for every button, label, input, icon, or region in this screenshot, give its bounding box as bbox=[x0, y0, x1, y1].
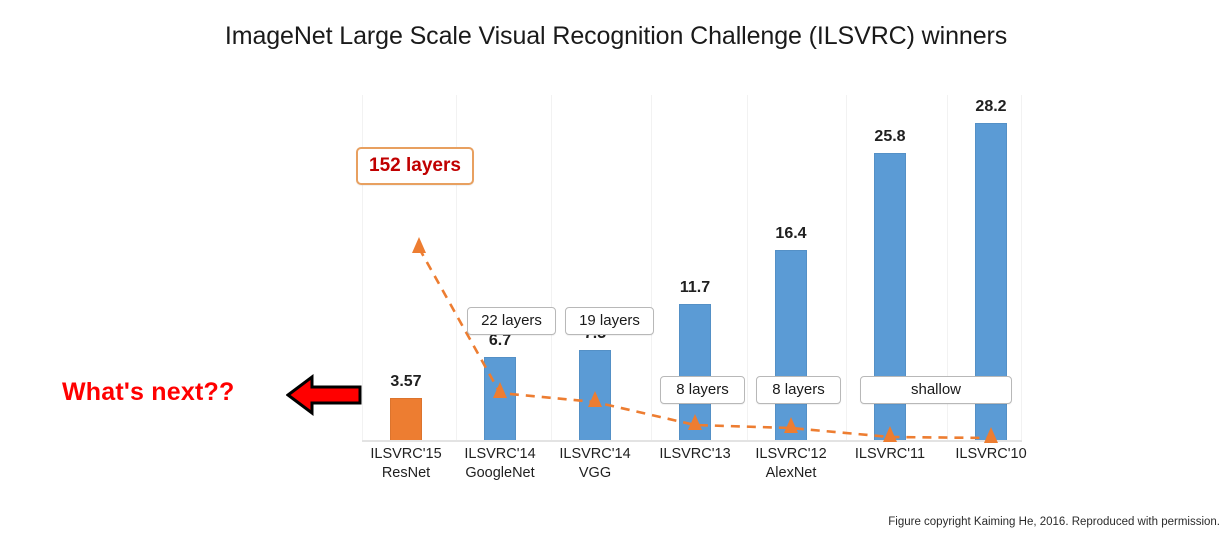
x-tick-line2: GoogleNet bbox=[465, 465, 535, 481]
bar-value-label: 3.57 bbox=[390, 373, 422, 390]
x-tick-label-4: ILSVRC'12 AlexNet bbox=[736, 445, 846, 483]
bar-value-label: 16.4 bbox=[775, 225, 807, 242]
page-title: ImageNet Large Scale Visual Recognition … bbox=[224, 22, 1008, 50]
x-tick-line1: ILSVRC'11 bbox=[854, 446, 926, 462]
x-tick-line1: ILSVRC'15 bbox=[370, 446, 442, 462]
x-axis-labels: ILSVRC'15 ResNet ILSVRC'14 GoogleNet ILSVRC'… bbox=[362, 445, 1026, 493]
grid-line bbox=[362, 95, 363, 440]
copyright-credit: Figure copyright Kaiming He, 2016. Repro… bbox=[888, 516, 1220, 528]
x-tick-line2: ResNet bbox=[381, 465, 431, 481]
x-tick-line1: ILSVRC'14 bbox=[464, 446, 536, 462]
whats-next-label: What's next?? bbox=[62, 378, 235, 406]
bar-value-label: 28.2 bbox=[975, 98, 1007, 115]
chart-plot-area: 3.576.77.311.716.425.828.2 152 layers22 … bbox=[356, 95, 1027, 481]
callouts-layer: 152 layers 22 layers 19 layers 8 layers 8 la… bbox=[356, 95, 1022, 440]
callout-19-layers: 19 layers bbox=[565, 307, 654, 335]
x-tick-label-3: ILSVRC'13 bbox=[640, 445, 750, 464]
x-tick-label-5: ILSVRC'11 bbox=[835, 445, 945, 464]
grid-line bbox=[1021, 95, 1022, 440]
x-tick-label-2: ILSVRC'14 VGG bbox=[540, 445, 650, 483]
x-tick-line2: VGG bbox=[578, 465, 612, 481]
axis-baseline bbox=[362, 440, 1022, 442]
callout-8-layers: 8 layers bbox=[756, 376, 841, 404]
callout-152-layers: 152 layers bbox=[356, 147, 474, 185]
x-tick-label-0: ILSVRC'15 ResNet bbox=[351, 445, 461, 483]
left-arrow-icon bbox=[286, 374, 362, 416]
callout-8-layers: 8 layers bbox=[660, 376, 745, 404]
callout-22-layers: 22 layers bbox=[467, 307, 556, 335]
x-tick-line1: ILSVRC'12 bbox=[755, 446, 827, 462]
x-tick-line1: ILSVRC'14 bbox=[559, 446, 631, 462]
x-tick-line2: AlexNet bbox=[765, 465, 817, 481]
callout-shallow: shallow bbox=[860, 376, 1012, 404]
x-tick-line1: ILSVRC'13 bbox=[659, 446, 731, 462]
x-tick-label-1: ILSVRC'14 GoogleNet bbox=[445, 445, 555, 483]
bar-value-label: 25.8 bbox=[874, 128, 906, 145]
x-tick-line1: ILSVRC'10 bbox=[955, 446, 1027, 462]
bar-0 bbox=[390, 398, 422, 440]
x-tick-label-6: ILSVRC'10 bbox=[936, 445, 1046, 464]
